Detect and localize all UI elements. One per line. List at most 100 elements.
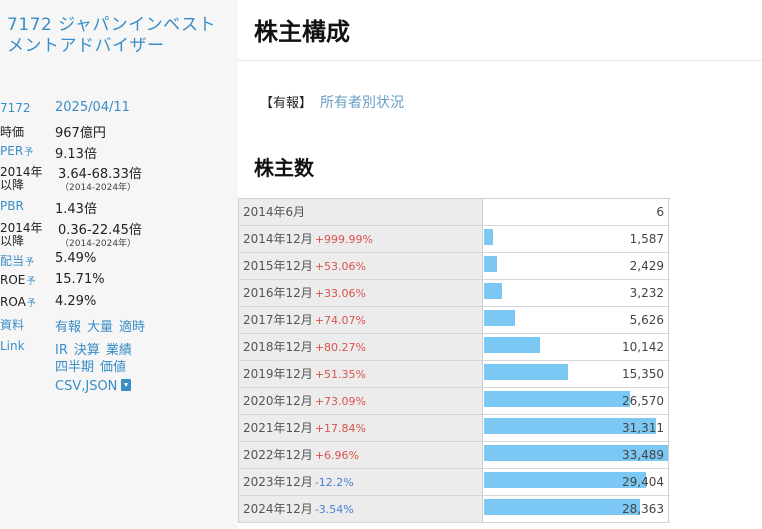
table-row: 2016年12月 +33.06% 3,232 bbox=[239, 280, 670, 307]
pbr-range: 0.36-22.45倍 bbox=[58, 223, 142, 238]
change-percent: +33.06% bbox=[314, 287, 366, 300]
shareholder-bar bbox=[484, 391, 630, 407]
table-row: 2014年6月 6 bbox=[239, 199, 670, 226]
shareholder-bar bbox=[484, 418, 656, 434]
shareholder-count: 28,363 bbox=[622, 502, 664, 516]
period-cell: 2014年6月 bbox=[239, 199, 483, 225]
shareholder-bar bbox=[484, 337, 540, 353]
pbr-since-label-1: 2014年 bbox=[0, 221, 43, 235]
change-percent: +999.99% bbox=[314, 233, 373, 246]
change-percent: +51.35% bbox=[314, 368, 366, 381]
change-percent: +17.84% bbox=[314, 422, 366, 435]
shareholder-count: 10,142 bbox=[622, 340, 664, 354]
period-cell: 2015年12月 +53.06% bbox=[239, 253, 483, 279]
roe-value: 15.71% bbox=[55, 272, 105, 287]
shareholder-bar bbox=[484, 256, 497, 272]
docs-links: 有報 大量 適時 bbox=[55, 316, 151, 335]
ownership-status-link[interactable]: 所有者別状況 bbox=[320, 95, 405, 111]
link-gyoseki[interactable]: 業績 bbox=[105, 343, 132, 358]
shareholder-bar bbox=[484, 364, 568, 380]
table-row: 2017年12月 +74.07% 5,626 bbox=[239, 307, 670, 334]
change-percent: +73.09% bbox=[314, 395, 366, 408]
count-cell: 31,311 bbox=[483, 415, 669, 441]
count-cell: 6 bbox=[483, 199, 669, 225]
forecast-mark: 予 bbox=[25, 258, 35, 268]
link-kessan[interactable]: 決算 bbox=[73, 343, 100, 358]
shareholder-bar bbox=[484, 472, 646, 488]
count-cell: 2,429 bbox=[483, 253, 669, 279]
period-label: 2023年12月 bbox=[243, 475, 313, 489]
per-range: 3.64-68.33倍 bbox=[58, 167, 142, 182]
links-row-2: 四半期 価値 bbox=[55, 356, 132, 375]
shareholder-bar bbox=[484, 445, 668, 461]
csv-json-link[interactable]: CSV,JSON bbox=[55, 379, 132, 394]
table-row: 2022年12月 +6.96% 33,489 bbox=[239, 442, 670, 469]
section-title: 株主数 bbox=[254, 156, 314, 180]
count-cell: 33,489 bbox=[483, 442, 669, 468]
count-cell: 3,232 bbox=[483, 280, 669, 306]
price-date[interactable]: 2025/04/11 bbox=[55, 100, 130, 115]
roa-label: ROA予 bbox=[0, 295, 36, 309]
forecast-mark: 予 bbox=[26, 299, 36, 309]
shareholder-bar bbox=[484, 229, 493, 245]
doc-link-yuho[interactable]: 有報 bbox=[55, 320, 82, 335]
link-label: Link bbox=[0, 339, 25, 353]
period-cell: 2017年12月 +74.07% bbox=[239, 307, 483, 333]
csv-json-label: CSV,JSON bbox=[55, 379, 118, 394]
links-row-1: IR 決算 業績 bbox=[55, 339, 138, 358]
shareholder-count: 26,570 bbox=[622, 394, 664, 408]
pbr-since-label-2: 以降 bbox=[0, 234, 25, 248]
count-cell: 28,363 bbox=[483, 496, 669, 522]
roe-label-text: ROE bbox=[0, 273, 26, 287]
shareholder-count: 5,626 bbox=[629, 313, 664, 327]
link-ir[interactable]: IR bbox=[55, 343, 68, 358]
period-cell: 2020年12月 +73.09% bbox=[239, 388, 483, 414]
report-tag: 【有報】 bbox=[260, 96, 313, 111]
period-cell: 2016年12月 +33.06% bbox=[239, 280, 483, 306]
table-row: 2015年12月 +53.06% 2,429 bbox=[239, 253, 670, 280]
docs-label: 資料 bbox=[0, 318, 25, 332]
page-title: 株主構成 bbox=[254, 18, 350, 46]
table-row: 2023年12月 -12.2% 29,404 bbox=[239, 469, 670, 496]
change-percent: +53.06% bbox=[314, 260, 366, 273]
count-cell: 15,350 bbox=[483, 361, 669, 387]
shareholder-count: 31,311 bbox=[622, 421, 664, 435]
forecast-mark: 予 bbox=[26, 277, 36, 287]
per-since-label-2: 以降 bbox=[0, 178, 25, 192]
doc-link-tairyo[interactable]: 大量 bbox=[87, 320, 114, 335]
period-cell: 2014年12月 +999.99% bbox=[239, 226, 483, 252]
period-cell: 2021年12月 +17.84% bbox=[239, 415, 483, 441]
period-cell: 2024年12月 -3.54% bbox=[239, 496, 483, 522]
change-percent: -3.54% bbox=[314, 503, 354, 516]
count-cell: 1,587 bbox=[483, 226, 669, 252]
roe-label: ROE予 bbox=[0, 273, 35, 287]
dividend-value: 5.49% bbox=[55, 251, 97, 266]
doc-link-tekiji[interactable]: 適時 bbox=[119, 320, 146, 335]
per-label[interactable]: PER予 bbox=[0, 144, 33, 158]
period-label: 2014年12月 bbox=[243, 232, 313, 246]
pbr-value: 1.43倍 bbox=[55, 202, 97, 217]
dividend-label[interactable]: 配当予 bbox=[0, 252, 34, 269]
change-percent: -12.2% bbox=[314, 476, 354, 489]
stock-code[interactable]: 7172 bbox=[0, 101, 31, 115]
shareholder-count: 6 bbox=[656, 205, 664, 219]
pbr-label[interactable]: PBR bbox=[0, 199, 24, 213]
pbr-range-period: （2014-2024年） bbox=[60, 239, 137, 249]
company-name-link[interactable]: 7172 ジャパンインベストメントアドバイザー bbox=[7, 15, 217, 56]
period-label: 2020年12月 bbox=[243, 394, 313, 408]
table-row: 2018年12月 +80.27% 10,142 bbox=[239, 334, 670, 361]
link-kachi[interactable]: 価値 bbox=[100, 360, 127, 375]
table-row: 2014年12月 +999.99% 1,587 bbox=[239, 226, 670, 253]
period-label: 2017年12月 bbox=[243, 313, 313, 327]
report-line: 【有報】 所有者別状況 bbox=[260, 92, 404, 112]
link-shihanki[interactable]: 四半期 bbox=[55, 360, 95, 375]
shareholder-bar bbox=[484, 283, 502, 299]
period-label: 2022年12月 bbox=[243, 448, 313, 462]
table-row: 2024年12月 -3.54% 28,363 bbox=[239, 496, 670, 523]
period-label: 2019年12月 bbox=[243, 367, 313, 381]
roa-label-text: ROA bbox=[0, 295, 26, 309]
period-cell: 2023年12月 -12.2% bbox=[239, 469, 483, 495]
period-label: 2015年12月 bbox=[243, 259, 313, 273]
download-icon bbox=[121, 379, 132, 391]
market-cap-label: 時価 bbox=[0, 125, 25, 139]
